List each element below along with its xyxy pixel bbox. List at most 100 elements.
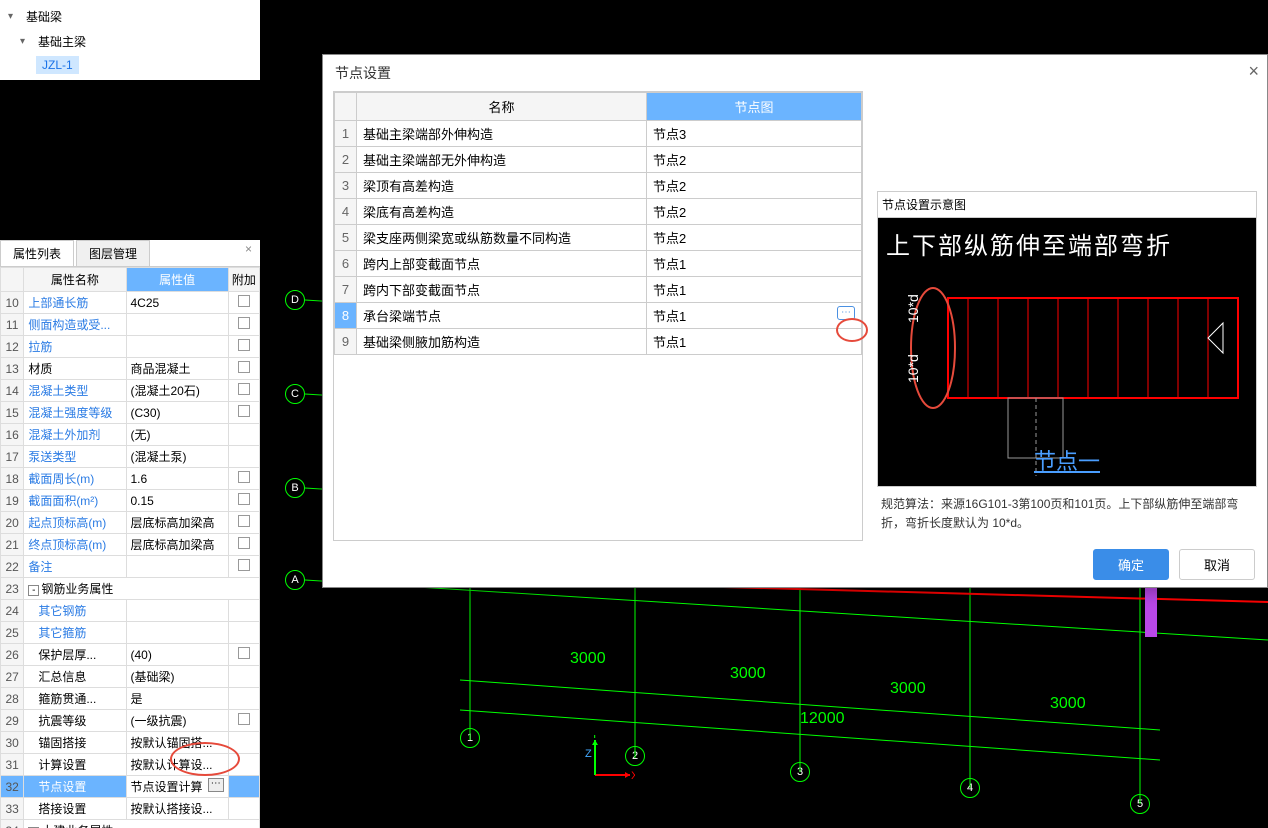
property-value[interactable]: 按默认锚固搭... bbox=[126, 732, 228, 754]
checkbox[interactable] bbox=[238, 493, 250, 505]
property-row[interactable]: 28 箍筋贯通...是 bbox=[1, 688, 260, 710]
property-row[interactable]: 10上部通长筋4C25 bbox=[1, 292, 260, 314]
checkbox[interactable] bbox=[238, 713, 250, 725]
node-name: 基础梁侧腋加筋构造 bbox=[357, 329, 647, 355]
node-value[interactable]: 节点2 bbox=[647, 225, 862, 251]
property-row[interactable]: 22备注 bbox=[1, 556, 260, 578]
node-row[interactable]: 9基础梁侧腋加筋构造节点1 bbox=[335, 329, 862, 355]
checkbox[interactable] bbox=[238, 647, 250, 659]
property-row[interactable]: 25 其它箍筋 bbox=[1, 622, 260, 644]
checkbox[interactable] bbox=[238, 383, 250, 395]
property-row[interactable]: 31 计算设置按默认计算设... bbox=[1, 754, 260, 776]
property-row[interactable]: 21终点顶标高(m)层底标高加梁高 bbox=[1, 534, 260, 556]
close-icon[interactable]: × bbox=[1248, 61, 1259, 82]
property-value[interactable]: 层底标高加梁高 bbox=[126, 534, 228, 556]
tree-child[interactable]: ▾ 基础主梁 bbox=[4, 29, 256, 54]
close-icon[interactable]: × bbox=[237, 240, 260, 266]
node-row[interactable]: 3梁顶有高差构造节点2 bbox=[335, 173, 862, 199]
checkbox[interactable] bbox=[238, 317, 250, 329]
property-value[interactable]: 1.6 bbox=[126, 468, 228, 490]
node-value[interactable]: 节点2 bbox=[647, 147, 862, 173]
node-row[interactable]: 1基础主梁端部外伸构造节点3 bbox=[335, 121, 862, 147]
property-row[interactable]: 18截面周长(m)1.6 bbox=[1, 468, 260, 490]
node-row[interactable]: 6跨内上部变截面节点节点1 bbox=[335, 251, 862, 277]
property-value[interactable] bbox=[126, 556, 228, 578]
node-row[interactable]: 7跨内下部变截面节点节点1 bbox=[335, 277, 862, 303]
property-value[interactable] bbox=[126, 336, 228, 358]
tab-layers[interactable]: 图层管理 bbox=[76, 240, 150, 266]
tree-leaf[interactable]: JZL-1 bbox=[4, 54, 256, 76]
property-row[interactable]: 27 汇总信息(基础梁) bbox=[1, 666, 260, 688]
node-value[interactable]: 节点2 bbox=[647, 199, 862, 225]
property-row[interactable]: 34+土建业务属性 bbox=[1, 820, 260, 828]
property-row[interactable]: 20起点顶标高(m)层底标高加梁高 bbox=[1, 512, 260, 534]
tab-properties[interactable]: 属性列表 bbox=[0, 240, 74, 266]
property-row[interactable]: 12拉筋 bbox=[1, 336, 260, 358]
checkbox[interactable] bbox=[238, 537, 250, 549]
ok-button[interactable]: 确定 bbox=[1093, 549, 1169, 580]
property-value[interactable]: 层底标高加梁高 bbox=[126, 512, 228, 534]
property-name: 箍筋贯通... bbox=[24, 688, 126, 710]
property-row[interactable]: 19截面面积(m²)0.15 bbox=[1, 490, 260, 512]
property-row[interactable]: 30 锚固搭接按默认锚固搭... bbox=[1, 732, 260, 754]
node-row[interactable]: 8承台梁端节点节点1⋯ bbox=[335, 303, 862, 329]
property-value[interactable]: 节点设置计算⋯ bbox=[126, 776, 228, 798]
property-row[interactable]: 14混凝土类型(混凝土20石) bbox=[1, 380, 260, 402]
property-value[interactable]: 按默认计算设... bbox=[126, 754, 228, 776]
property-row[interactable]: 26 保护层厚...(40) bbox=[1, 644, 260, 666]
property-value[interactable] bbox=[126, 622, 228, 644]
property-row[interactable]: 32 节点设置节点设置计算⋯ bbox=[1, 776, 260, 798]
checkbox[interactable] bbox=[238, 295, 250, 307]
tree-child-label: 基础主梁 bbox=[32, 31, 92, 52]
property-value[interactable]: (一级抗震) bbox=[126, 710, 228, 732]
node-table-container: 名称 节点图 1基础主梁端部外伸构造节点32基础主梁端部无外伸构造节点23梁顶有… bbox=[333, 91, 863, 541]
property-row[interactable]: 33 搭接设置按默认搭接设... bbox=[1, 798, 260, 820]
checkbox[interactable] bbox=[238, 471, 250, 483]
property-value[interactable]: (无) bbox=[126, 424, 228, 446]
property-tabs: 属性列表 图层管理 × bbox=[0, 240, 260, 267]
node-value[interactable]: 节点3 bbox=[647, 121, 862, 147]
property-value[interactable]: (基础梁) bbox=[126, 666, 228, 688]
property-row[interactable]: 17泵送类型(混凝土泵) bbox=[1, 446, 260, 468]
property-value[interactable] bbox=[126, 314, 228, 336]
node-value[interactable]: 节点1 bbox=[647, 277, 862, 303]
checkbox[interactable] bbox=[238, 405, 250, 417]
checkbox[interactable] bbox=[238, 361, 250, 373]
node-value[interactable]: 节点2 bbox=[647, 173, 862, 199]
checkbox[interactable] bbox=[238, 559, 250, 571]
property-value[interactable]: 是 bbox=[126, 688, 228, 710]
node-row[interactable]: 5梁支座两侧梁宽或纵筋数量不同构造节点2 bbox=[335, 225, 862, 251]
property-row[interactable]: 13材质商品混凝土 bbox=[1, 358, 260, 380]
tree-root[interactable]: ▾ 基础梁 bbox=[4, 4, 256, 29]
property-name: 其它钢筋 bbox=[24, 600, 126, 622]
property-row[interactable]: 11侧面构造或受... bbox=[1, 314, 260, 336]
expand-toggle-icon[interactable]: - bbox=[28, 585, 39, 596]
node-row[interactable]: 4梁底有高差构造节点2 bbox=[335, 199, 862, 225]
svg-text:10*d: 10*d bbox=[905, 354, 921, 383]
property-row[interactable]: 29 抗震等级(一级抗震) bbox=[1, 710, 260, 732]
property-value[interactable]: (C30) bbox=[126, 402, 228, 424]
property-row[interactable]: 24 其它钢筋 bbox=[1, 600, 260, 622]
ellipsis-icon[interactable]: ⋯ bbox=[208, 778, 224, 792]
node-value[interactable]: 节点1 bbox=[647, 251, 862, 277]
property-value[interactable]: 商品混凝土 bbox=[126, 358, 228, 380]
property-name: 材质 bbox=[24, 358, 126, 380]
property-value[interactable]: (混凝土20石) bbox=[126, 380, 228, 402]
property-value[interactable]: (混凝土泵) bbox=[126, 446, 228, 468]
checkbox[interactable] bbox=[238, 515, 250, 527]
cancel-button[interactable]: 取消 bbox=[1179, 549, 1255, 580]
property-row[interactable]: 16混凝土外加剂(无) bbox=[1, 424, 260, 446]
property-value[interactable]: (40) bbox=[126, 644, 228, 666]
node-value[interactable]: 节点1⋯ bbox=[647, 303, 862, 329]
ellipsis-icon[interactable]: ⋯ bbox=[837, 306, 855, 320]
node-value[interactable]: 节点1 bbox=[647, 329, 862, 355]
property-value[interactable] bbox=[126, 600, 228, 622]
property-value[interactable]: 按默认搭接设... bbox=[126, 798, 228, 820]
property-row[interactable]: 23-钢筋业务属性 bbox=[1, 578, 260, 600]
node-row[interactable]: 2基础主梁端部无外伸构造节点2 bbox=[335, 147, 862, 173]
property-value[interactable]: 0.15 bbox=[126, 490, 228, 512]
property-value[interactable]: 4C25 bbox=[126, 292, 228, 314]
tree-leaf-label: JZL-1 bbox=[36, 56, 79, 74]
checkbox[interactable] bbox=[238, 339, 250, 351]
property-row[interactable]: 15混凝土强度等级(C30) bbox=[1, 402, 260, 424]
